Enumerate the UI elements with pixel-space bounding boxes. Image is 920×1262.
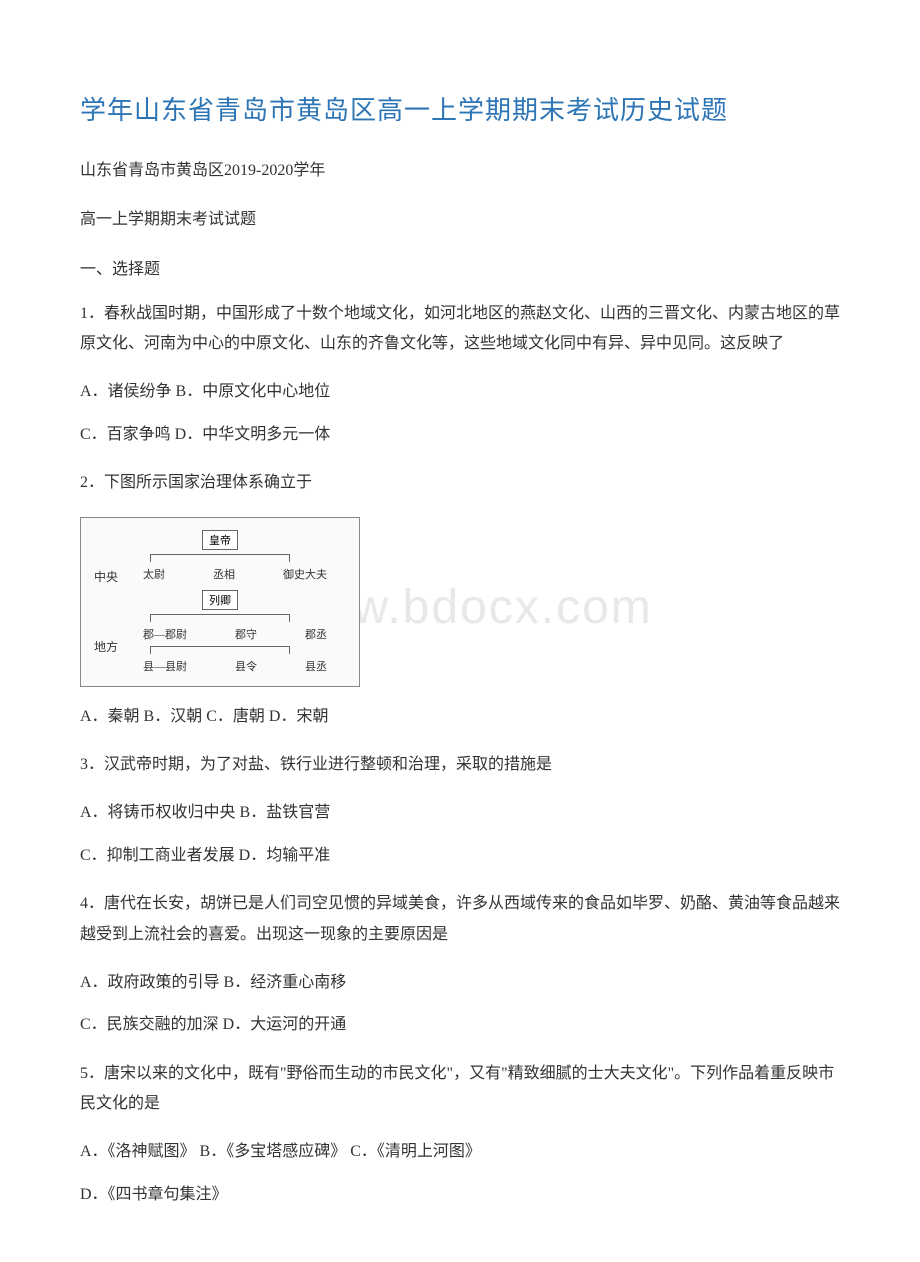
subtitle-line-2: 高一上学期期末考试试题 xyxy=(80,206,840,235)
governance-diagram-container: 皇帝 中央 太尉 丞相 御史大夫 列卿 地方 郡—郡尉 郡守 郡丞 县—县尉 xyxy=(80,517,840,687)
governance-diagram: 皇帝 中央 太尉 丞相 御史大夫 列卿 地方 郡—郡尉 郡守 郡丞 县—县尉 xyxy=(80,517,360,687)
diagram-chengxiang: 丞相 xyxy=(213,566,235,582)
question-4-options-cd: C．民族交融的加深 D．大运河的开通 xyxy=(80,1010,840,1040)
section-header: 一、选择题 xyxy=(80,255,840,279)
diagram-jun-mid: 郡守 xyxy=(235,626,257,642)
question-3-options-cd: C．抑制工商业者发展 D．均输平准 xyxy=(80,841,840,871)
page-title: 学年山东省青岛市黄岛区高一上学期期末考试历史试题 xyxy=(80,90,840,127)
diagram-xian-mid: 县令 xyxy=(235,658,257,674)
question-3-text: 3．汉武帝时期，为了对盐、铁行业进行整顿和治理，采取的措施是 xyxy=(80,750,840,780)
diagram-central-label: 中央 xyxy=(94,568,118,585)
question-2-options: A．秦朝 B．汉朝 C．唐朝 D．宋朝 xyxy=(80,702,840,732)
question-5-options-d: D．《四书章句集注》 xyxy=(80,1180,840,1210)
diagram-emperor: 皇帝 xyxy=(202,530,238,550)
diagram-yushidafu: 御史大夫 xyxy=(283,566,327,582)
question-5-text: 5．唐宋以来的文化中，既有"野俗而生动的市民文化"，又有"精致细腻的士大夫文化"… xyxy=(80,1059,840,1120)
question-5-options-abc: A．《洛神赋图》 B．《多宝塔感应碑》 C．《清明上河图》 xyxy=(80,1137,840,1167)
question-3-options-ab: A．将铸币权收归中央 B．盐铁官营 xyxy=(80,798,840,828)
question-4-options-ab: A．政府政策的引导 B．经济重心南移 xyxy=(80,968,840,998)
diagram-xian-right: 县丞 xyxy=(305,658,327,674)
subtitle-line-1: 山东省青岛市黄岛区2019-2020学年 xyxy=(80,157,840,186)
diagram-jun-left: 郡—郡尉 xyxy=(143,626,187,642)
question-1-options-ab: A．诸侯纷争 B．中原文化中心地位 xyxy=(80,377,840,407)
question-2-text: 2．下图所示国家治理体系确立于 xyxy=(80,468,840,498)
question-4-text: 4．唐代在长安，胡饼已是人们司空见惯的异域美食，许多从西域传来的食品如毕罗、奶酪… xyxy=(80,889,840,950)
diagram-local-label: 地方 xyxy=(94,638,118,655)
diagram-jun-right: 郡丞 xyxy=(305,626,327,642)
diagram-xian-left: 县—县尉 xyxy=(143,658,187,674)
diagram-lieqing: 列卿 xyxy=(202,590,238,610)
question-1-text: 1．春秋战国时期，中国形成了十数个地域文化，如河北地区的燕赵文化、山西的三晋文化… xyxy=(80,299,840,360)
diagram-taiwei: 太尉 xyxy=(143,566,165,582)
question-1-options-cd: C．百家争鸣 D．中华文明多元一体 xyxy=(80,420,840,450)
